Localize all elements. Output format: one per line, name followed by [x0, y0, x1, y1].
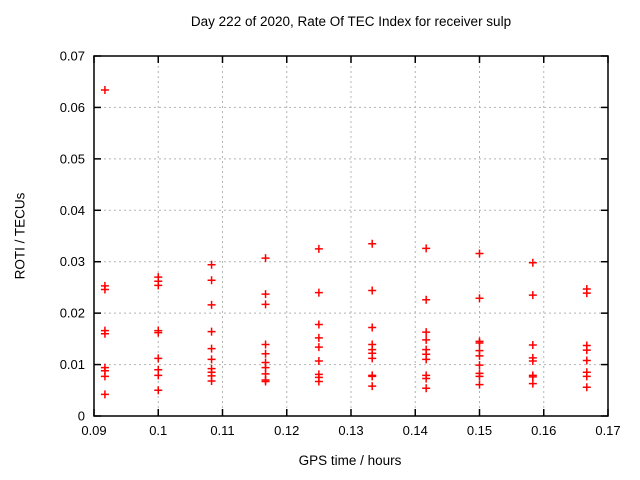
y-tick-labels: 0 0.01 0.02 0.03 0.04 0.05 0.06 0.07	[60, 49, 85, 424]
svg-text:0.06: 0.06	[60, 100, 85, 115]
svg-text:0.04: 0.04	[60, 203, 85, 218]
data-point-marker	[475, 372, 484, 381]
data-point-marker	[368, 354, 377, 363]
data-point-marker	[154, 328, 163, 337]
svg-text:0.13: 0.13	[338, 423, 363, 438]
data-point-marker	[100, 285, 109, 294]
data-point-marker	[368, 286, 377, 295]
data-point-marker	[207, 344, 216, 353]
data-point-marker	[422, 295, 431, 304]
data-point-marker	[422, 244, 431, 253]
data-point-marker	[422, 335, 431, 344]
data-point-marker	[100, 390, 109, 399]
plot-border	[93, 55, 609, 417]
data-point-marker	[368, 372, 377, 381]
data-point-marker	[261, 300, 270, 309]
data-point-marker	[154, 371, 163, 380]
svg-text:0.15: 0.15	[467, 423, 492, 438]
svg-text:0.03: 0.03	[60, 254, 85, 269]
svg-text:0.07: 0.07	[60, 49, 85, 64]
data-point-marker	[207, 355, 216, 364]
svg-text:0.1: 0.1	[149, 423, 167, 438]
svg-text:0.02: 0.02	[60, 306, 85, 321]
data-point-marker	[261, 377, 270, 386]
data-point-marker	[422, 374, 431, 383]
data-point-marker	[261, 290, 270, 299]
data-point-marker	[528, 372, 537, 381]
x-tick-labels: 0.09 0.1 0.11 0.12 0.13 0.14 0.15 0.16 0.17	[81, 423, 620, 438]
chart-title: Day 222 of 2020, Rate Of TEC Index for r…	[190, 14, 512, 29]
data-point-marker	[475, 351, 484, 360]
data-point-marker	[475, 294, 484, 303]
data-point-marker	[528, 379, 537, 388]
data-point-marker	[100, 329, 109, 338]
data-point-marker	[100, 85, 109, 94]
data-point-marker	[528, 258, 537, 267]
data-point-marker	[475, 249, 484, 258]
data-point-marker	[422, 384, 431, 393]
scatter-series-ROTI	[100, 85, 591, 399]
data-point-marker	[475, 361, 484, 370]
data-point-marker	[207, 377, 216, 386]
data-point-marker	[207, 327, 216, 336]
data-point-marker	[314, 377, 323, 386]
data-point-marker	[528, 356, 537, 365]
data-point-marker	[582, 289, 591, 298]
svg-text:0.11: 0.11	[210, 423, 234, 438]
data-point-marker	[314, 244, 323, 253]
data-point-marker	[261, 340, 270, 349]
data-point-marker	[582, 372, 591, 381]
data-point-marker	[314, 333, 323, 342]
data-point-marker	[475, 338, 484, 347]
data-point-marker	[528, 341, 537, 350]
data-point-marker	[154, 354, 163, 363]
data-point-marker	[207, 300, 216, 309]
data-point-marker	[314, 343, 323, 352]
data-point-marker	[475, 380, 484, 389]
data-point-marker	[422, 328, 431, 337]
data-point-marker	[582, 383, 591, 392]
svg-text:0.05: 0.05	[60, 151, 85, 166]
data-point-marker	[582, 346, 591, 355]
svg-text:0: 0	[78, 409, 85, 424]
data-point-marker	[314, 320, 323, 329]
data-point-marker	[314, 356, 323, 365]
data-point-marker	[154, 281, 163, 290]
data-point-marker	[314, 288, 323, 297]
data-point-marker	[368, 323, 377, 332]
data-point-marker	[528, 291, 537, 300]
data-point-marker	[207, 276, 216, 285]
svg-text:0.12: 0.12	[274, 423, 299, 438]
x-axis-label: GPS time / hours	[298, 453, 402, 468]
data-point-marker	[261, 349, 270, 358]
data-point-marker	[582, 356, 591, 365]
svg-text:0.16: 0.16	[531, 423, 556, 438]
data-point-marker	[100, 372, 109, 381]
svg-text:0.14: 0.14	[403, 423, 428, 438]
data-point-marker	[422, 355, 431, 364]
grid-lines	[93, 55, 609, 417]
data-point-marker	[154, 386, 163, 395]
data-point-marker	[207, 260, 216, 269]
svg-text:0.01: 0.01	[60, 357, 85, 372]
svg-text:0.09: 0.09	[81, 423, 106, 438]
svg-text:0.17: 0.17	[595, 423, 620, 438]
data-point-marker	[368, 239, 377, 248]
data-point-marker	[368, 382, 377, 391]
data-point-marker	[261, 254, 270, 263]
